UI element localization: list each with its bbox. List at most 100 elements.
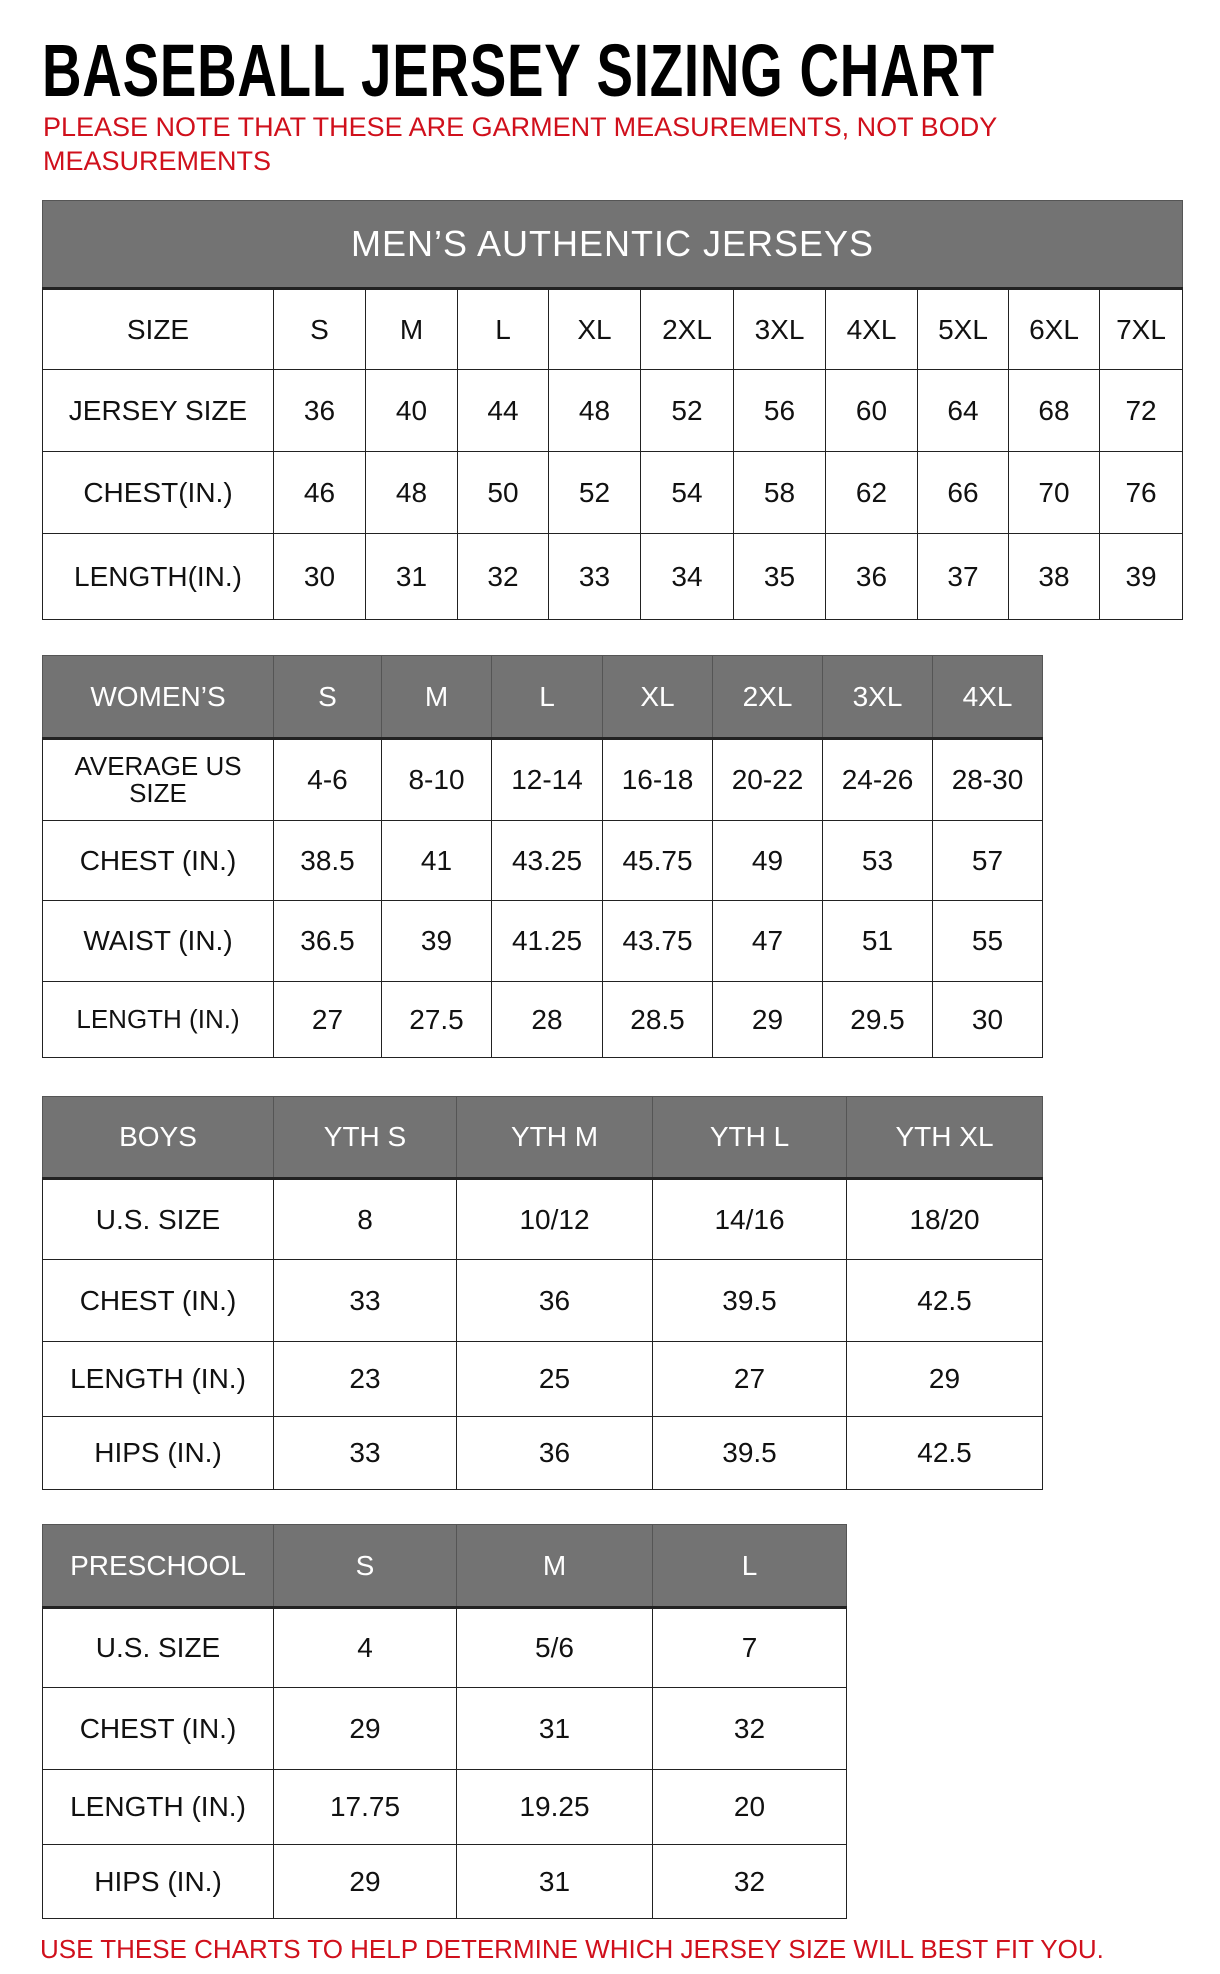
size-header-cell: 3XL xyxy=(733,288,826,370)
measurement-cell: 44 xyxy=(457,369,549,452)
measurement-cell: 18/20 xyxy=(846,1178,1043,1260)
table-row: LENGTH (IN.) 17.75 19.25 20 xyxy=(42,1769,847,1845)
size-header-cell: 5XL xyxy=(917,288,1009,370)
measurement-cell: 31 xyxy=(456,1844,653,1919)
row-label: WAIST (IN.) xyxy=(42,900,274,982)
measurement-cell: 29 xyxy=(273,1687,457,1770)
size-header-cell: 2XL xyxy=(712,655,823,739)
measurement-cell: 72 xyxy=(1098,369,1184,452)
page-title: BASEBALL JERSEY SIZING CHART xyxy=(42,29,995,112)
table-row: CHEST (IN.) 29 31 32 xyxy=(42,1687,847,1770)
measurement-cell: 4 xyxy=(273,1607,457,1688)
table-title-cell: PRESCHOOL xyxy=(42,1524,274,1608)
measurement-cell: 53 xyxy=(822,820,933,901)
measurement-cell: 54 xyxy=(640,451,734,534)
size-header-cell: M xyxy=(365,288,458,370)
measurement-cell: 36 xyxy=(825,533,918,620)
measurement-cell: 57 xyxy=(932,820,1043,901)
measurement-cell: 31 xyxy=(365,533,458,620)
table-row: LENGTH(IN.) 30 31 32 33 34 35 36 37 38 39 xyxy=(42,533,1184,620)
measurement-cell: 32 xyxy=(652,1844,847,1919)
measurement-cell: 8 xyxy=(273,1178,457,1260)
measurement-cell: 29 xyxy=(712,981,823,1058)
size-header-cell: L xyxy=(491,655,603,739)
table-header-row: WOMEN’S S M L XL 2XL 3XL 4XL xyxy=(42,655,1043,739)
size-header-cell: 6XL xyxy=(1008,288,1100,370)
boys-size-table: BOYS YTH S YTH M YTH L YTH XL U.S. SIZE 8 10/12… xyxy=(42,1096,1043,1490)
size-header-cell: 7XL xyxy=(1098,288,1184,370)
preschool-size-table: PRESCHOOL S M L U.S. SIZE 4 5/6 7 CHEST (IN.) 29 3… xyxy=(42,1524,847,1919)
table-row: WAIST (IN.) 36.5 39 41.25 43.75 47 51 55 xyxy=(42,900,1043,982)
row-label: U.S. SIZE xyxy=(42,1607,274,1688)
measurement-cell: 52 xyxy=(548,451,641,534)
row-label: AVERAGE US SIZE xyxy=(42,738,274,821)
row-label: CHEST (IN.) xyxy=(42,1259,274,1342)
table-title-cell: WOMEN’S xyxy=(42,655,274,739)
measurement-cell: 56 xyxy=(733,369,826,452)
table-row: CHEST(IN.) 46 48 50 52 54 58 62 66 70 76 xyxy=(42,451,1184,534)
measurement-cell: 70 xyxy=(1008,451,1100,534)
table-row: CHEST (IN.) 38.5 41 43.25 45.75 49 53 57 xyxy=(42,820,1043,901)
row-label: JERSEY SIZE xyxy=(42,369,274,452)
row-label: CHEST (IN.) xyxy=(42,820,274,901)
table-row: CHEST (IN.) 33 36 39.5 42.5 xyxy=(42,1259,1043,1342)
garment-note-continued: MEASUREMENTS xyxy=(43,146,272,176)
measurement-cell: 33 xyxy=(273,1416,457,1490)
measurement-cell: 33 xyxy=(548,533,641,620)
table-header-row: SIZE S M L XL 2XL 3XL 4XL 5XL 6XL 7XL xyxy=(42,288,1184,370)
mens-size-table: MEN’S AUTHENTIC JERSEYS SIZE S M L XL 2XL 3XL 4X… xyxy=(41,200,1184,620)
size-header-cell: YTH S xyxy=(273,1096,457,1179)
measurement-cell: 29.5 xyxy=(822,981,933,1058)
measurement-cell: 35 xyxy=(733,533,826,620)
row-label: LENGTH (IN.) xyxy=(42,1769,274,1845)
size-header-cell: 4XL xyxy=(825,288,918,370)
measurement-cell: 37 xyxy=(917,533,1009,620)
measurement-cell: 42.5 xyxy=(846,1416,1043,1490)
size-header-cell: S xyxy=(273,1524,457,1608)
row-label: CHEST (IN.) xyxy=(42,1687,274,1770)
measurement-cell: 4-6 xyxy=(273,738,382,821)
measurement-cell: 39.5 xyxy=(652,1259,847,1342)
measurement-cell: 14/16 xyxy=(652,1178,847,1260)
measurement-cell: 30 xyxy=(932,981,1043,1058)
measurement-cell: 43.75 xyxy=(602,900,713,982)
measurement-cell: 31 xyxy=(456,1687,653,1770)
measurement-cell: 5/6 xyxy=(456,1607,653,1688)
measurement-cell: 7 xyxy=(652,1607,847,1688)
measurement-cell: 29 xyxy=(273,1844,457,1919)
measurement-cell: 62 xyxy=(825,451,918,534)
measurement-cell: 45.75 xyxy=(602,820,713,901)
table-row: JERSEY SIZE 36 40 44 48 52 56 60 64 68 72 xyxy=(42,369,1184,452)
table-row: HIPS (IN.) 33 36 39.5 42.5 xyxy=(42,1416,1043,1490)
size-header-cell: XL xyxy=(548,288,641,370)
row-label: U.S. SIZE xyxy=(42,1178,274,1260)
measurement-cell: 28.5 xyxy=(602,981,713,1058)
measurement-cell: 20-22 xyxy=(712,738,823,821)
table-row: HIPS (IN.) 29 31 32 xyxy=(42,1844,847,1919)
measurement-cell: 46 xyxy=(273,451,366,534)
measurement-cell: 48 xyxy=(548,369,641,452)
row-label: CHEST(IN.) xyxy=(42,451,274,534)
measurement-cell: 32 xyxy=(457,533,549,620)
row-label: HIPS (IN.) xyxy=(42,1844,274,1919)
size-header-cell: M xyxy=(456,1524,653,1608)
measurement-cell: 41 xyxy=(381,820,492,901)
measurement-cell: 36 xyxy=(456,1416,653,1490)
row-label: HIPS (IN.) xyxy=(42,1416,274,1490)
table-header-row: PRESCHOOL S M L xyxy=(42,1524,847,1608)
measurement-cell: 34 xyxy=(640,533,734,620)
measurement-cell: 36 xyxy=(456,1259,653,1342)
measurement-cell: 30 xyxy=(273,533,366,620)
measurement-cell: 28 xyxy=(491,981,603,1058)
measurement-cell: 51 xyxy=(822,900,933,982)
measurement-cell: 64 xyxy=(917,369,1009,452)
measurement-cell: 41.25 xyxy=(491,900,603,982)
table-title-cell: BOYS xyxy=(42,1096,274,1179)
measurement-cell: 10/12 xyxy=(456,1178,653,1260)
measurement-cell: 58 xyxy=(733,451,826,534)
table-row: U.S. SIZE 8 10/12 14/16 18/20 xyxy=(42,1178,1043,1260)
size-header-cell: YTH XL xyxy=(846,1096,1043,1179)
measurement-cell: 28-30 xyxy=(932,738,1043,821)
size-header-cell: L xyxy=(652,1524,847,1608)
row-label: LENGTH(IN.) xyxy=(42,533,274,620)
